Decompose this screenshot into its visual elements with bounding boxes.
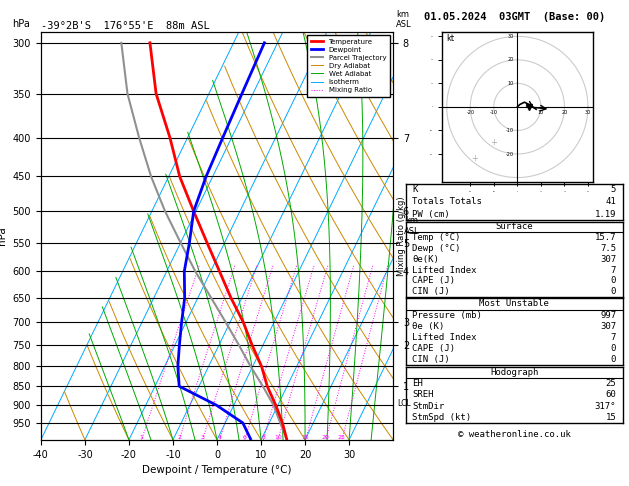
Text: 25: 25: [606, 379, 616, 388]
Text: 15: 15: [606, 413, 616, 422]
Text: 20: 20: [322, 435, 330, 440]
Text: 60: 60: [606, 390, 616, 399]
Text: Most Unstable: Most Unstable: [479, 299, 549, 309]
Text: 30: 30: [508, 34, 514, 39]
Text: +: +: [491, 138, 498, 147]
Text: StmSpd (kt): StmSpd (kt): [412, 413, 471, 422]
Text: -20: -20: [466, 110, 474, 116]
Text: Totals Totals: Totals Totals: [412, 197, 482, 207]
X-axis label: Dewpoint / Temperature (°C): Dewpoint / Temperature (°C): [142, 465, 292, 475]
Text: 25: 25: [338, 435, 346, 440]
Text: Pressure (mb): Pressure (mb): [412, 311, 482, 320]
Text: CAPE (J): CAPE (J): [412, 344, 455, 353]
Text: 15: 15: [302, 435, 309, 440]
Text: 0: 0: [611, 287, 616, 296]
Text: Lifted Index: Lifted Index: [412, 333, 477, 342]
Text: SREH: SREH: [412, 390, 434, 399]
Text: 7: 7: [611, 265, 616, 275]
Text: 1.19: 1.19: [594, 209, 616, 219]
Text: 0: 0: [611, 355, 616, 364]
Text: CIN (J): CIN (J): [412, 287, 450, 296]
Text: hPa: hPa: [13, 19, 30, 29]
Text: Surface: Surface: [496, 223, 533, 231]
Text: 4: 4: [218, 435, 221, 440]
Text: -20: -20: [506, 152, 514, 156]
Text: Temp (°C): Temp (°C): [412, 233, 460, 242]
Text: 317°: 317°: [594, 401, 616, 411]
Text: 20: 20: [561, 110, 567, 116]
Text: kt: kt: [447, 34, 455, 43]
Text: -10: -10: [490, 110, 498, 116]
Y-axis label: km
ASL: km ASL: [404, 216, 420, 236]
Text: 997: 997: [600, 311, 616, 320]
Text: K: K: [412, 185, 418, 194]
Text: CAPE (J): CAPE (J): [412, 277, 455, 285]
Text: 307: 307: [600, 322, 616, 331]
Text: 5: 5: [611, 185, 616, 194]
Text: 20: 20: [508, 57, 514, 62]
Text: θe(K): θe(K): [412, 255, 439, 264]
Text: 0: 0: [611, 344, 616, 353]
Text: CIN (J): CIN (J): [412, 355, 450, 364]
Text: 10: 10: [538, 110, 544, 116]
Text: 307: 307: [600, 255, 616, 264]
Text: 6: 6: [243, 435, 247, 440]
Text: EH: EH: [412, 379, 423, 388]
Text: 15.7: 15.7: [594, 233, 616, 242]
Text: 10: 10: [274, 435, 282, 440]
Text: -39°2B'S  176°55'E  88m ASL: -39°2B'S 176°55'E 88m ASL: [41, 21, 209, 31]
Text: © weatheronline.co.uk: © weatheronline.co.uk: [458, 431, 571, 439]
Legend: Temperature, Dewpoint, Parcel Trajectory, Dry Adiabat, Wet Adiabat, Isotherm, Mi: Temperature, Dewpoint, Parcel Trajectory…: [307, 35, 389, 97]
Text: PW (cm): PW (cm): [412, 209, 450, 219]
Text: 30: 30: [585, 110, 591, 116]
Text: 01.05.2024  03GMT  (Base: 00): 01.05.2024 03GMT (Base: 00): [423, 12, 605, 22]
Text: 7.5: 7.5: [600, 244, 616, 253]
Text: Mixing Ratio (g/kg): Mixing Ratio (g/kg): [397, 196, 406, 276]
Text: Dewp (°C): Dewp (°C): [412, 244, 460, 253]
Text: LCL: LCL: [398, 399, 411, 408]
Text: 1: 1: [140, 435, 143, 440]
Text: 41: 41: [606, 197, 616, 207]
Text: StmDir: StmDir: [412, 401, 445, 411]
Text: +: +: [472, 154, 479, 163]
Text: 0: 0: [611, 277, 616, 285]
Text: 3: 3: [201, 435, 204, 440]
Text: -10: -10: [506, 128, 514, 133]
Text: Hodograph: Hodograph: [490, 368, 538, 377]
Text: 10: 10: [508, 81, 514, 86]
Text: 8: 8: [262, 435, 265, 440]
Text: 2: 2: [177, 435, 181, 440]
Text: 7: 7: [611, 333, 616, 342]
Y-axis label: hPa: hPa: [0, 226, 7, 245]
Text: Lifted Index: Lifted Index: [412, 265, 477, 275]
Text: θe (K): θe (K): [412, 322, 445, 331]
Text: km
ASL: km ASL: [396, 10, 412, 29]
